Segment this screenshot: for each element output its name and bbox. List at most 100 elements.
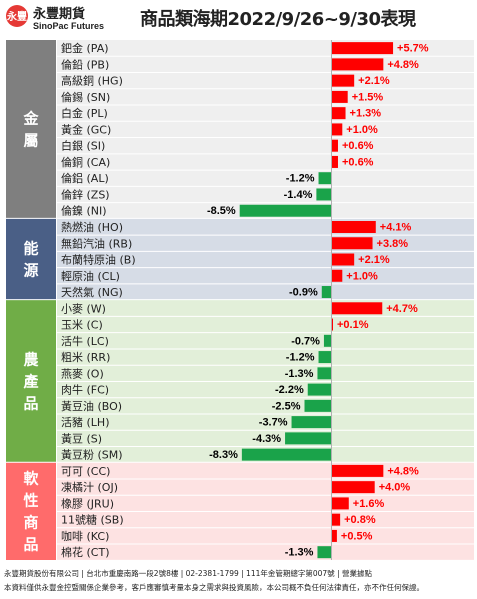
commodity-label: 玉米 (C) — [61, 319, 103, 332]
value-label: +1.3% — [350, 108, 382, 120]
value-label: +4.8% — [387, 465, 419, 477]
value-label: -1.2% — [286, 352, 315, 364]
bar — [331, 155, 338, 168]
commodity-label: 倫鋁 (AL) — [61, 171, 109, 185]
value-label: +4.1% — [380, 221, 412, 233]
bar — [331, 107, 346, 120]
value-label: +1.0% — [346, 124, 378, 136]
bar — [331, 302, 383, 315]
commodity-label: 肉牛 (FC) — [61, 383, 109, 397]
group-name-char: 屬 — [23, 131, 38, 149]
bar — [291, 416, 332, 429]
group-tab — [6, 300, 56, 463]
group-name-char: 源 — [23, 262, 38, 280]
value-label: +4.0% — [379, 482, 411, 494]
bar — [307, 383, 332, 396]
bar — [331, 237, 373, 250]
footer: 永豐期貨股份有限公司 | 台北市重慶南路一段2號8樓 | 02-2381-179… — [4, 567, 476, 595]
bar — [331, 220, 376, 233]
bar — [331, 58, 384, 71]
value-label: -4.3% — [252, 433, 281, 445]
value-label: -2.5% — [272, 400, 301, 412]
group-name-char: 產 — [22, 372, 38, 390]
commodity-label: 倫錫 (SN) — [61, 90, 110, 104]
header: 永豐 永豐期貨 SinoPac Futures 商品類海期2022/9/26~9… — [0, 0, 477, 40]
bar — [331, 464, 384, 477]
commodity-label: 11號糖 (SB) — [61, 513, 124, 527]
brand-name-english: SinoPac Futures — [33, 21, 105, 31]
value-label: -1.3% — [285, 368, 314, 380]
performance-chart: 金屬 鈀金 (PA) +5.7% 倫鉛 (PB) +4.8% 高級銅 (HG) +2.1% 倫… — [6, 40, 474, 560]
value-label: +1.0% — [346, 270, 378, 282]
bar — [331, 513, 341, 526]
value-label: +0.6% — [342, 156, 374, 168]
value-label: +0.6% — [342, 140, 374, 152]
commodity-label: 白銀 (SI) — [61, 139, 105, 153]
group-name-char: 金 — [22, 109, 39, 127]
value-label: +0.1% — [337, 319, 369, 331]
bar — [317, 367, 332, 380]
bar — [318, 172, 332, 185]
value-label: +2.1% — [358, 254, 390, 266]
bar — [331, 481, 375, 494]
bar — [321, 286, 332, 299]
commodity-label: 粗米 (RR) — [61, 351, 110, 364]
group-name-char: 能 — [23, 240, 38, 258]
value-label: -1.4% — [284, 189, 313, 201]
value-label: +1.5% — [352, 91, 384, 103]
value-label: +2.1% — [358, 75, 390, 87]
value-label: -0.7% — [291, 335, 320, 347]
commodity-label: 橡膠 (JRU) — [61, 497, 114, 510]
commodity-label: 天然氣 (NG) — [61, 285, 123, 299]
value-label: -3.7% — [259, 417, 288, 429]
page-title: 商品類海期2022/9/26~9/30表現 — [140, 9, 416, 30]
commodity-label: 凍橘汁 (OJ) — [61, 481, 118, 494]
bar — [316, 188, 332, 201]
group-name-char: 商 — [23, 514, 38, 532]
commodity-label: 鈀金 (PA) — [61, 41, 109, 55]
group-name-char: 品 — [23, 536, 38, 554]
value-label: +4.7% — [386, 303, 418, 315]
commodity-label: 高級銅 (HG) — [61, 74, 123, 88]
value-label: +1.6% — [353, 498, 385, 510]
group-background — [57, 40, 474, 219]
bar — [331, 74, 355, 87]
value-label: +0.8% — [344, 514, 376, 526]
value-label: -8.5% — [207, 205, 236, 217]
bar — [331, 253, 355, 266]
commodity-label: 黃豆 (S) — [61, 432, 102, 445]
bar — [331, 269, 343, 282]
commodity-label: 黃豆油 (BO) — [61, 399, 122, 413]
commodity-label: 活牛 (LC) — [61, 334, 109, 348]
commodity-label: 白金 (PL) — [61, 106, 108, 120]
bar — [331, 497, 349, 510]
commodity-label: 黃金 (GC) — [61, 122, 111, 136]
footer-company-info: 永豐期貨股份有限公司 | 台北市重慶南路一段2號8樓 | 02-2381-179… — [4, 569, 372, 578]
commodity-label: 活豬 (LH) — [61, 415, 109, 429]
group-name-char: 農 — [23, 350, 38, 368]
commodity-label: 咖啡 (KC) — [61, 529, 109, 543]
bar — [331, 139, 338, 152]
commodity-label: 無鉛汽油 (RB) — [61, 236, 132, 250]
bar — [323, 334, 332, 347]
brand-name-chinese: 永豐期貨 — [33, 7, 86, 22]
value-label: -1.2% — [286, 173, 315, 185]
value-label: -2.2% — [275, 384, 304, 396]
group-tab — [6, 218, 56, 301]
commodity-label: 棉花 (CT) — [61, 545, 109, 559]
bar — [331, 529, 337, 542]
bar — [318, 351, 332, 364]
bar — [331, 42, 394, 55]
sinopac-logo-icon: 永豐 — [6, 5, 28, 27]
bar — [317, 546, 332, 559]
value-label: -0.9% — [289, 287, 318, 299]
commodity-label: 燕麥 (O) — [61, 367, 104, 380]
value-label: +4.8% — [387, 59, 419, 71]
bar — [304, 399, 332, 412]
group-name-char: 軟 — [23, 470, 39, 488]
group-tab — [6, 40, 56, 219]
value-label: -1.3% — [285, 547, 314, 559]
commodity-label: 倫銅 (CA) — [61, 155, 110, 169]
group-name-char: 品 — [23, 394, 38, 412]
commodity-label: 黃豆粉 (SM) — [61, 449, 123, 462]
